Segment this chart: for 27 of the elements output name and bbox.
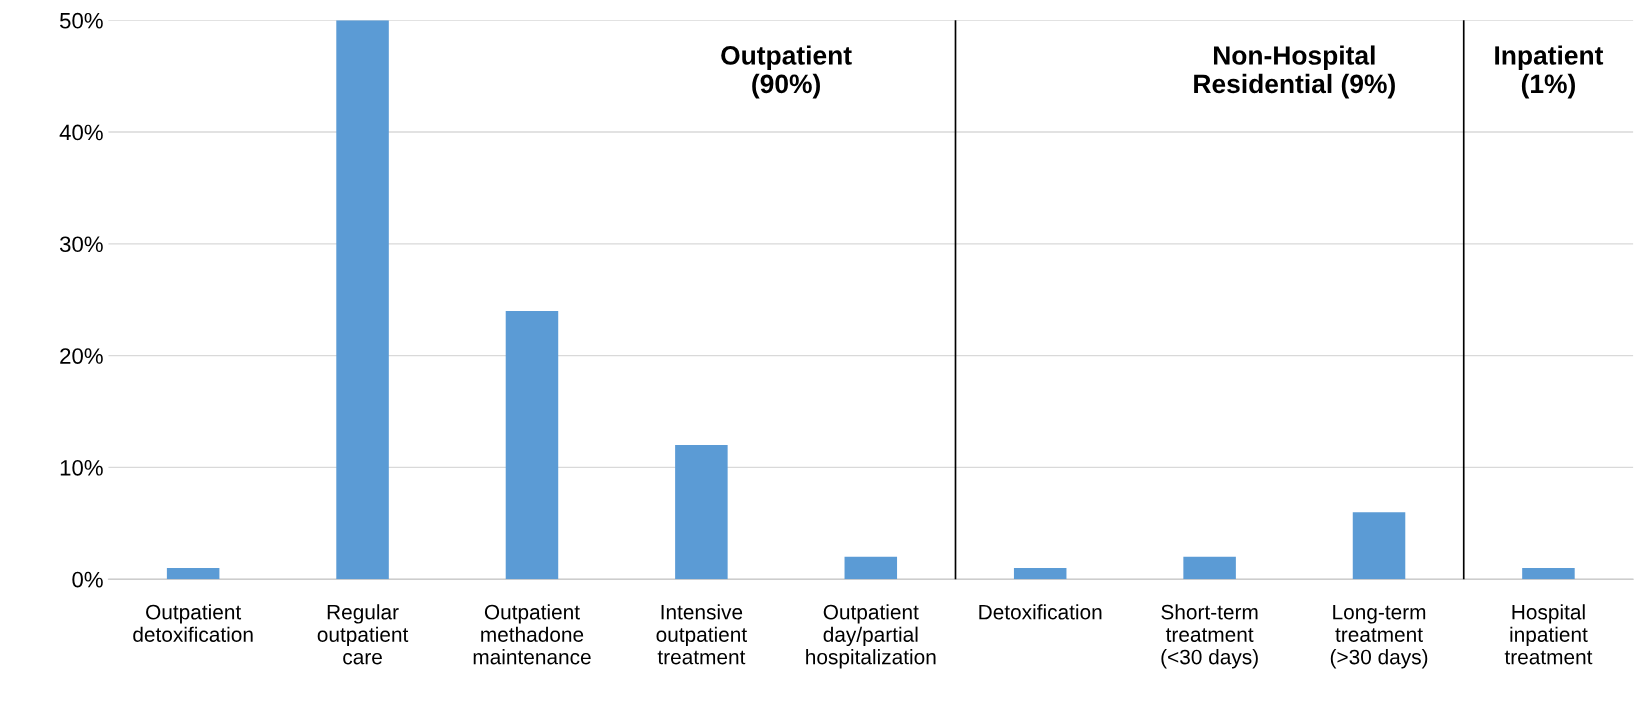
- x-tick-label: Intensive outpatient treatment: [656, 604, 747, 665]
- x-tick-label: Detoxification: [979, 604, 1102, 620]
- bar: [1352, 512, 1406, 580]
- x-tick-label: Outpatient methadone maintenance: [473, 604, 591, 665]
- bar: [505, 310, 559, 580]
- y-tick-label: 20%: [60, 348, 103, 364]
- bar: [1522, 568, 1575, 580]
- x-tick-label: Long-term treatment (>30 days): [1330, 604, 1428, 669]
- annotation: Non-Hospital Residential (9%): [1194, 45, 1395, 99]
- x-tick-label: Outpatient detoxification: [133, 604, 253, 642]
- y-tick-label: 0%: [72, 571, 103, 588]
- y-tick-label: 30%: [59, 236, 103, 253]
- bar: [1183, 556, 1236, 580]
- x-tick-label: Regular outpatient care: [317, 604, 409, 665]
- y-tick-label: 40%: [59, 124, 103, 141]
- bar: [675, 445, 728, 580]
- bar: [1013, 568, 1067, 580]
- annotation: Inpatient (1%): [1495, 45, 1604, 99]
- y-tick-label: 10%: [60, 459, 103, 476]
- bar: [166, 568, 220, 580]
- x-tick-label: Outpatient day/partial hospitalization: [806, 604, 936, 669]
- x-tick-label: Short-term treatment (<30 days): [1161, 604, 1258, 669]
- bar: [336, 20, 389, 580]
- y-tick-label: 50%: [59, 12, 103, 29]
- bar: [844, 556, 898, 580]
- x-tick-label: Hospital inpatient treatment: [1504, 604, 1593, 665]
- annotation: Outpatient (90%): [721, 45, 852, 99]
